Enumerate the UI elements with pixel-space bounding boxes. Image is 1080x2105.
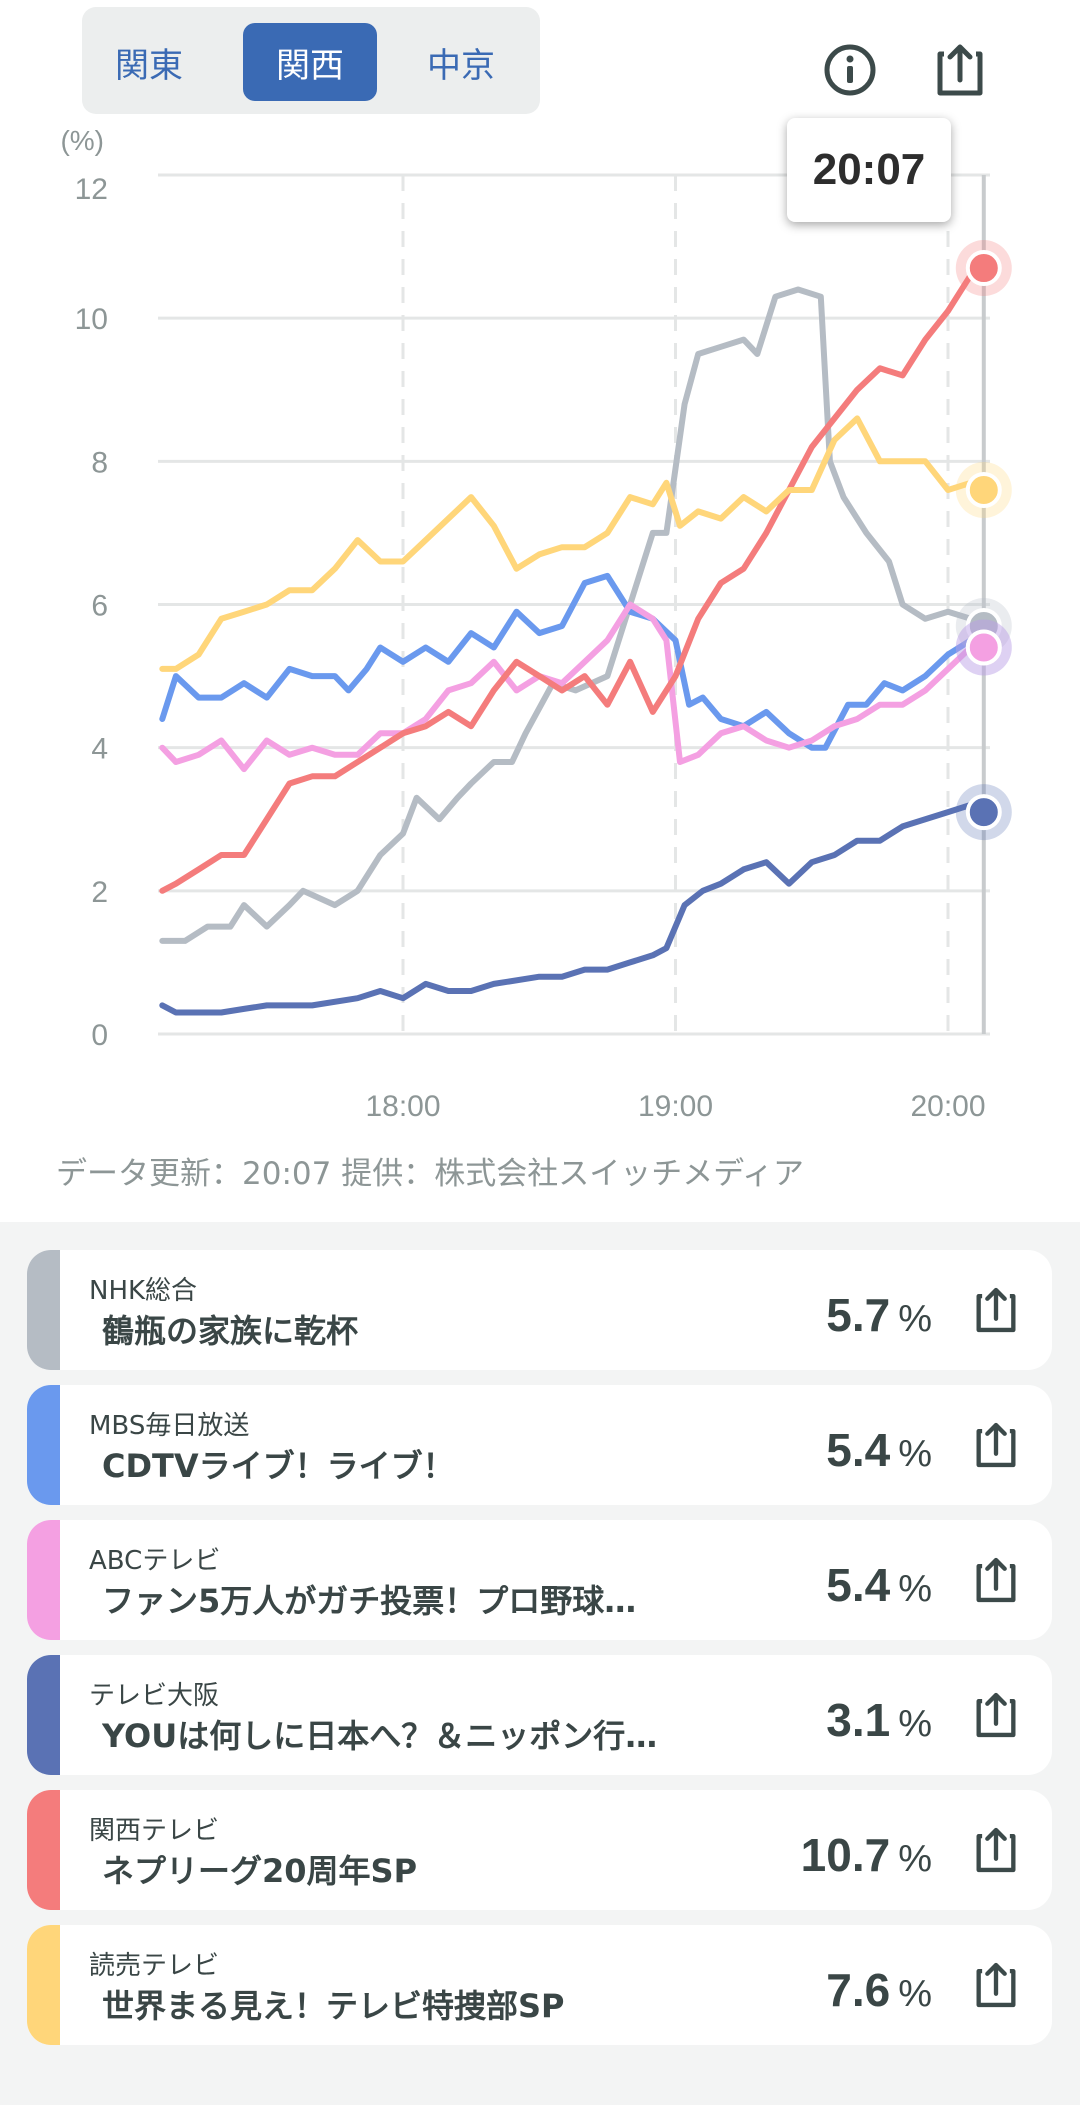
share-icon[interactable] (970, 1823, 1022, 1877)
series-line-ktv (159, 265, 983, 894)
rating-number: 5.7 (826, 1289, 891, 1341)
series-line-abc (159, 601, 983, 773)
info-icon[interactable] (820, 40, 880, 100)
y-tick-label: 4 (91, 733, 108, 766)
channel-card[interactable]: 読売テレビ世界まる見え！テレビ特捜部SP 7.6% (27, 1925, 1052, 2045)
rating-value: 5.7% (826, 1288, 932, 1342)
channel-color-bar (27, 1655, 60, 1775)
channel-name: ABCテレビ (89, 1546, 221, 1576)
channel-card[interactable]: NHK総合鶴瓶の家族に乾杯 5.7% (27, 1250, 1052, 1370)
program-title: CDTVライブ！ライブ！ (102, 1447, 455, 1485)
rating-number: 7.6 (826, 1964, 891, 2016)
program-title: 鶴瓶の家族に乾杯 (102, 1312, 359, 1350)
rating-unit: % (898, 1838, 932, 1880)
program-title: YOUは何しに日本へ？＆ニッポン行… (102, 1717, 658, 1755)
data-source-note: データ更新：20:07 提供：株式会社スイッチメディア (56, 1156, 805, 1192)
y-tick-label: 10 (75, 303, 108, 336)
rating-value: 5.4% (826, 1423, 932, 1477)
y-tick-label: 6 (91, 590, 108, 623)
series-line-mbs (159, 572, 983, 751)
rating-unit: % (898, 1973, 932, 2015)
rating-unit: % (898, 1298, 932, 1340)
share-icon[interactable] (970, 1958, 1022, 2012)
y-tick-label: 2 (91, 876, 108, 909)
rating-number: 5.4 (826, 1424, 891, 1476)
channel-color-bar (27, 1925, 60, 2045)
channel-card[interactable]: 関西テレビネプリーグ20周年SP 10.7% (27, 1790, 1052, 1910)
channel-color-bar (27, 1520, 60, 1640)
tab-kanto[interactable]: 関東 (115, 45, 183, 86)
marker-dot-abc (965, 629, 1002, 666)
y-axis-unit: (%) (60, 125, 104, 156)
y-tick-label: 0 (91, 1019, 108, 1052)
series-line-tvo (159, 801, 983, 1016)
tab-chukyo[interactable]: 中京 (427, 45, 495, 86)
tab-kansai[interactable]: 関西 (243, 23, 377, 101)
marker-dot-ytv (965, 471, 1002, 508)
program-title: ファン5万人がガチ投票！プロ野球… (102, 1582, 637, 1620)
channel-name: 読売テレビ (89, 1951, 220, 1981)
marker-dot-ktv (965, 250, 1002, 287)
share-icon[interactable] (970, 1688, 1022, 1742)
rating-unit: % (898, 1568, 932, 1610)
channel-color-bar (27, 1250, 60, 1370)
channel-card[interactable]: テレビ大阪 YOUは何しに日本へ？＆ニッポン行… 3.1% (27, 1655, 1052, 1775)
rating-unit: % (898, 1703, 932, 1745)
y-tick-label: 8 (91, 446, 108, 479)
rating-unit: % (898, 1433, 932, 1475)
rating-value: 7.6% (826, 1963, 932, 2017)
rating-value: 3.1% (826, 1693, 932, 1747)
region-tabs: 関東 関西 中京 (82, 7, 540, 114)
rating-number: 3.1 (826, 1694, 891, 1746)
channel-color-bar (27, 1790, 60, 1910)
series-line-ytv (159, 415, 983, 672)
channel-name: 関西テレビ (89, 1816, 220, 1846)
program-title: 世界まる見え！テレビ特捜部SP (102, 1987, 565, 2025)
channel-color-bar (27, 1385, 60, 1505)
share-icon[interactable] (970, 1418, 1022, 1472)
rating-number: 5.4 (826, 1559, 891, 1611)
y-tick-label: 12 (75, 173, 108, 206)
rating-value: 10.7% (801, 1828, 932, 1882)
channel-card[interactable]: MBS毎日放送 CDTVライブ！ライブ！ 5.4% (27, 1385, 1052, 1505)
share-icon[interactable] (970, 1283, 1022, 1337)
channel-name: MBS毎日放送 (89, 1411, 250, 1441)
x-tick-label: 19:00 (638, 1090, 713, 1123)
share-icon[interactable] (930, 40, 990, 100)
channel-name: テレビ大阪 (89, 1681, 220, 1711)
program-title: ネプリーグ20周年SP (102, 1852, 418, 1890)
share-icon[interactable] (970, 1553, 1022, 1607)
x-tick-label: 20:00 (910, 1090, 985, 1123)
channel-card[interactable]: ABCテレビファン5万人がガチ投票！プロ野球… 5.4% (27, 1520, 1052, 1640)
channel-name: NHK総合 (89, 1276, 198, 1306)
x-tick-label: 18:00 (365, 1090, 440, 1123)
rating-value: 5.4% (826, 1558, 932, 1612)
marker-dot-tvo (965, 794, 1002, 831)
cursor-time-tooltip: 20:07 (787, 118, 951, 222)
rating-number: 10.7 (800, 1829, 891, 1881)
